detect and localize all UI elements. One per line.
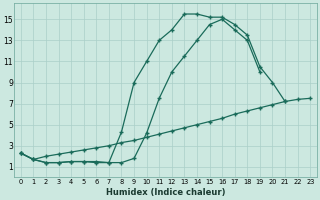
- X-axis label: Humidex (Indice chaleur): Humidex (Indice chaleur): [106, 188, 225, 197]
